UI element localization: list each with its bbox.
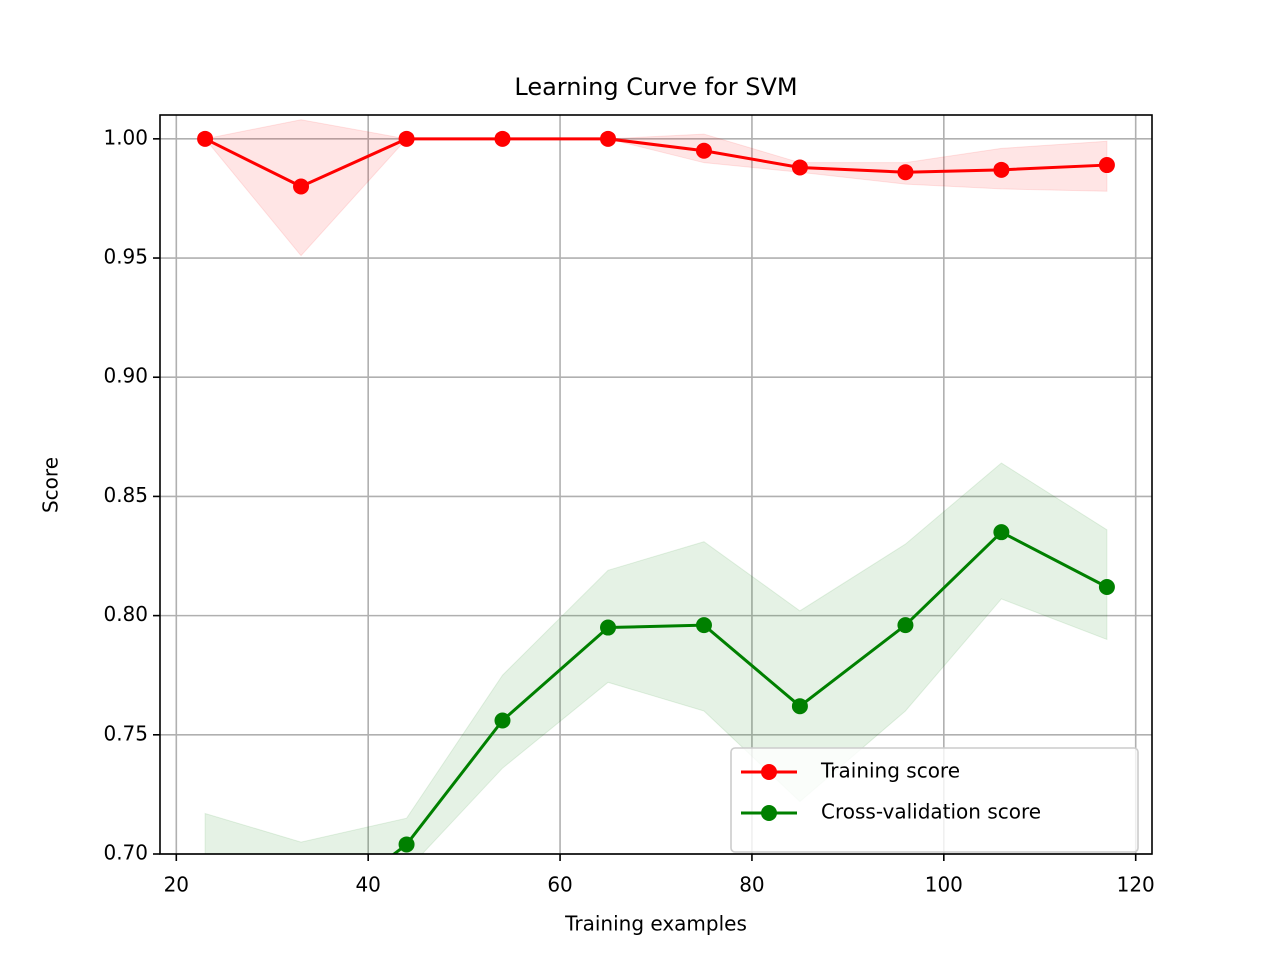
marker <box>1098 579 1115 596</box>
x-tick-label: 40 <box>355 873 380 897</box>
y-tick-label: 0.75 <box>103 721 148 745</box>
legend-box <box>730 747 1139 853</box>
y-tick-label: 0.80 <box>103 602 148 626</box>
marker <box>293 178 310 195</box>
x-tick-label: 80 <box>739 873 764 897</box>
legend-marker <box>761 805 777 821</box>
plot-area <box>197 119 1115 854</box>
x-tick-label: 100 <box>925 873 963 897</box>
grid <box>160 115 1152 855</box>
marker <box>398 836 415 853</box>
line <box>204 137 1107 189</box>
marker <box>197 130 214 147</box>
y-tick-label: 0.95 <box>103 245 148 269</box>
marker <box>1098 157 1115 174</box>
legend-marker <box>761 764 777 780</box>
marker <box>398 130 415 147</box>
marker <box>494 712 511 729</box>
line <box>391 530 1108 854</box>
marker <box>695 617 712 634</box>
x-tick-label: 60 <box>547 873 572 897</box>
y-tick-label: 0.70 <box>103 841 148 865</box>
legend-label: Cross-validation score <box>821 800 1041 824</box>
marker <box>695 142 712 159</box>
axes-frame <box>159 114 1153 855</box>
ticks: 20 40 60 80 100 120 0.70 0.75 0.80 0.85 0.90 0.95 1.… <box>103 125 1154 896</box>
x-axis-label: Training examples <box>564 912 747 936</box>
marker <box>600 130 617 147</box>
marker <box>600 619 617 636</box>
band <box>204 462 1108 854</box>
x-tick-label: 20 <box>164 873 189 897</box>
y-tick-label: 0.90 <box>103 364 148 388</box>
marker <box>897 164 914 181</box>
marker <box>494 130 511 147</box>
x-tick-label: 120 <box>1117 873 1155 897</box>
marker <box>791 698 808 715</box>
legend-label: Training score <box>820 759 960 783</box>
y-tick-label: 1.00 <box>103 125 148 149</box>
marker <box>791 159 808 176</box>
y-tick-label: 0.85 <box>103 483 148 507</box>
marker <box>897 617 914 634</box>
chart-title: Learning Curve for SVM <box>514 73 797 101</box>
legend: Training score Cross-validation score <box>730 747 1139 853</box>
y-axis-label: Score <box>39 457 63 513</box>
marker <box>993 524 1010 541</box>
marker <box>993 161 1010 178</box>
